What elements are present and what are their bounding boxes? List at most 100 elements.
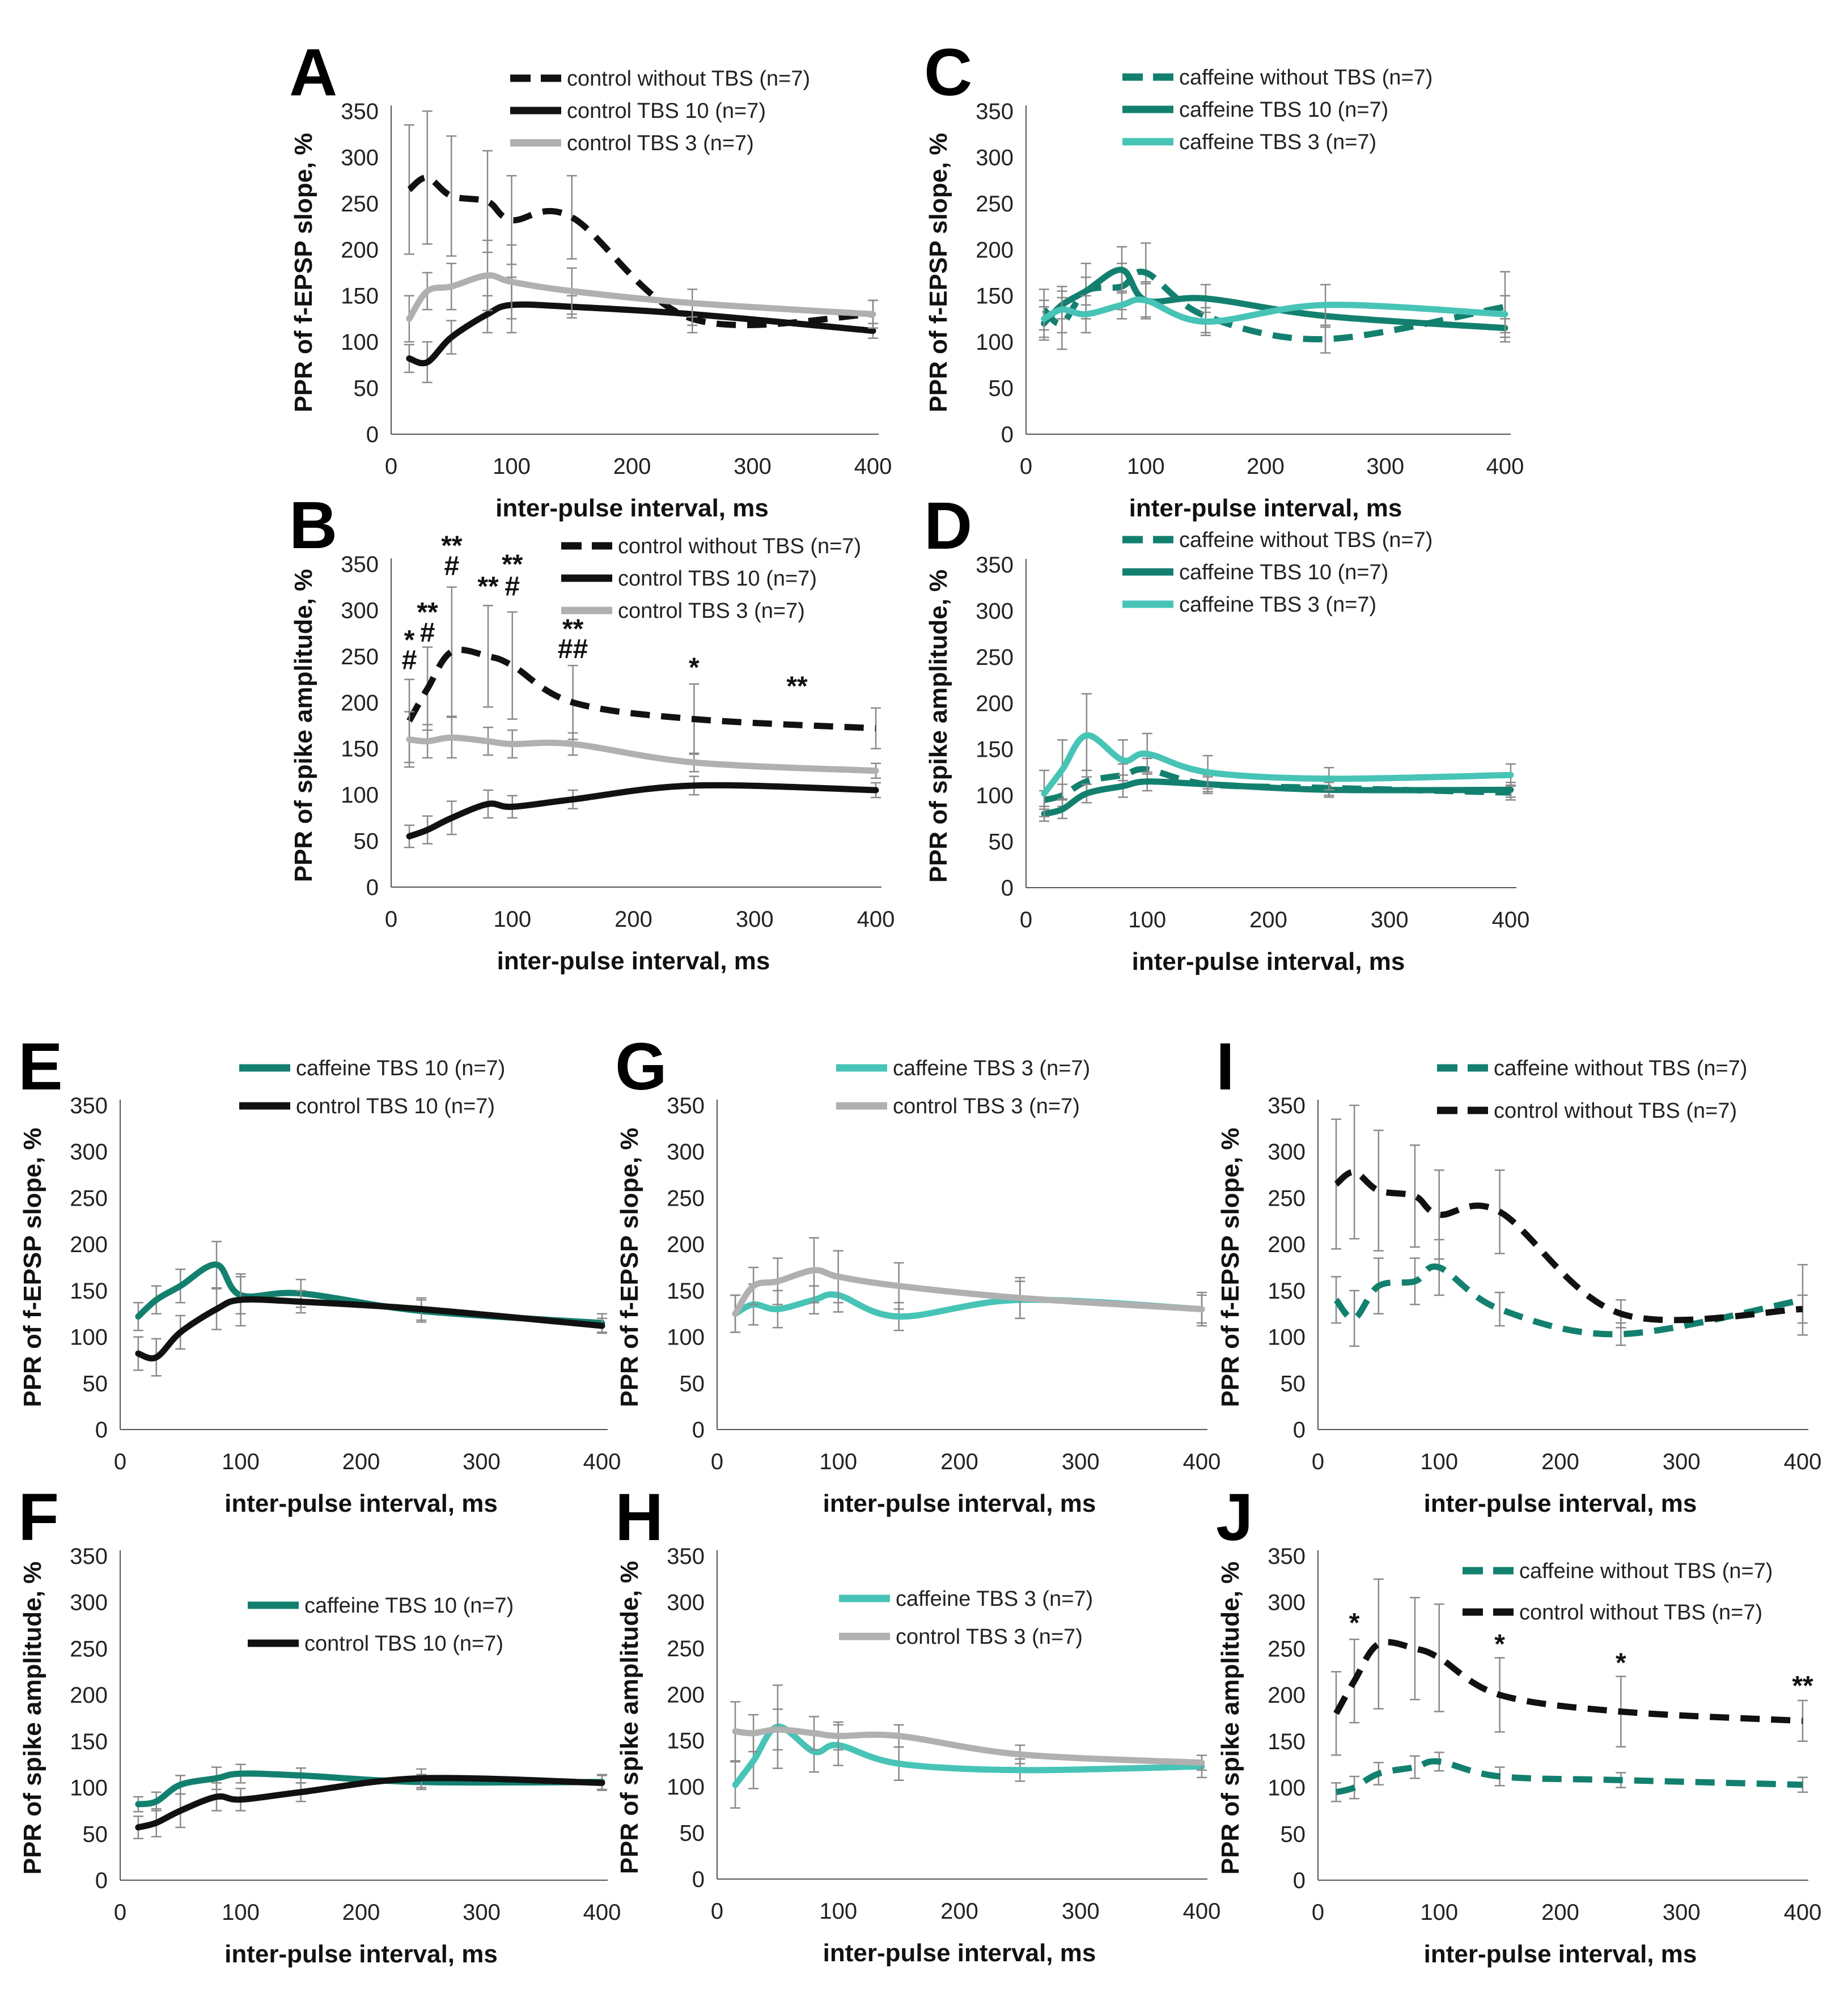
series-line [406, 782, 879, 839]
legend-label: caffeine TBS 10 (n=7) [296, 1057, 505, 1080]
y-tick-label: 0 [1293, 1418, 1306, 1443]
x-axis-title: inter-pulse interval, ms [495, 494, 769, 522]
series-0 [1331, 1239, 1808, 1347]
panel-f-label: F [18, 1480, 59, 1555]
series-line [1041, 778, 1514, 817]
y-tick-label: 200 [976, 238, 1014, 262]
significance-mark: # [420, 618, 435, 648]
x-tick-label: 300 [463, 1449, 501, 1474]
legend-label: control TBS 3 (n=7) [618, 599, 805, 623]
y-tick-label: 50 [1281, 1822, 1306, 1847]
legend: caffeine TBS 3 (n=7) control TBS 3 (n=7) [839, 1587, 1093, 1649]
x-tick-label: 100 [1127, 454, 1165, 479]
y-tick-label: 200 [667, 1682, 705, 1707]
y-tick-label: 350 [1268, 1544, 1306, 1569]
series-1 [404, 276, 878, 384]
series-line [135, 1296, 605, 1362]
y-tick-label: 100 [341, 783, 379, 808]
x-tick-label: 400 [1784, 1900, 1822, 1925]
series-line [135, 1770, 605, 1808]
x-axis-title: inter-pulse interval, ms [1132, 948, 1405, 976]
legend-label: caffeine without TBS (n=7) [1179, 66, 1432, 90]
significance-mark: * [404, 625, 415, 655]
significance-mark: ** [1792, 1671, 1813, 1701]
x-tick-label: 0 [1312, 1900, 1324, 1925]
significance-mark: # [505, 571, 520, 601]
y-tick-label: 50 [83, 1822, 108, 1847]
panel-g: G 0 50 100 150 200 250 300 350 0 100 200 300 400 inter… [615, 1029, 1220, 1517]
series-line [406, 301, 876, 367]
y-tick-label: 100 [667, 1775, 705, 1800]
x-tick-label: 200 [1541, 1900, 1579, 1925]
y-tick-label: 0 [692, 1867, 705, 1892]
significance-mark: ## [558, 634, 588, 664]
y-axis-title: PPR of spike amplitude, % [925, 570, 952, 883]
x-tick-label: 100 [1420, 1449, 1458, 1474]
legend: caffeine without TBS (n=7) control withou… [1437, 1057, 1747, 1123]
series-line [732, 1723, 1205, 1788]
x-tick-label: 300 [1062, 1899, 1100, 1924]
y-axis-title: PPR of spike amplitude, % [1217, 1562, 1244, 1875]
legend-label: control TBS 3 (n=7) [893, 1095, 1080, 1118]
significance-mark: * [1349, 1608, 1360, 1638]
x-tick-label: 300 [1062, 1449, 1100, 1474]
x-tick-label: 200 [613, 454, 651, 479]
y-tick-label: 350 [1268, 1093, 1306, 1118]
y-tick-label: 200 [70, 1683, 108, 1708]
y-tick-label: 0 [95, 1418, 108, 1443]
y-tick-label: 300 [70, 1140, 108, 1165]
y-tick-label: 350 [70, 1544, 108, 1569]
y-tick-label: 250 [667, 1636, 705, 1661]
panel-f: F 0 50 100 150 200 250 300 350 0 100 200 300 400 inter… [18, 1480, 621, 1968]
y-tick-label: 300 [70, 1591, 108, 1615]
x-tick-label: 300 [1663, 1900, 1701, 1925]
y-tick-label: 100 [976, 783, 1014, 808]
series-line [135, 1775, 605, 1831]
legend-label: control TBS 3 (n=7) [567, 132, 754, 155]
panel-i: I 0 50 100 150 200 250 300 350 0 100 200 300 400 inter… [1216, 1029, 1821, 1517]
series-line [406, 734, 879, 774]
x-tick-label: 0 [711, 1449, 723, 1474]
x-tick-label: 0 [385, 907, 397, 932]
y-tick-label: 250 [667, 1186, 705, 1211]
y-tick-label: 250 [976, 645, 1014, 670]
x-tick-label: 400 [1492, 907, 1530, 932]
legend-label: caffeine TBS 3 (n=7) [893, 1057, 1090, 1080]
x-tick-label: 300 [734, 454, 772, 479]
x-tick-label: 100 [1128, 907, 1166, 932]
series-1 [133, 1273, 607, 1377]
series-0 [1331, 1751, 1808, 1803]
y-tick-label: 0 [1293, 1868, 1306, 1893]
series-line [1333, 1639, 1803, 1724]
x-tick-label: 100 [819, 1899, 857, 1924]
y-tick-label: 150 [341, 284, 379, 309]
series-0 [133, 1763, 607, 1813]
y-tick-label: 100 [70, 1776, 108, 1801]
x-tick-label: 400 [854, 454, 892, 479]
x-tick-label: 200 [614, 907, 652, 932]
y-tick-label: 100 [667, 1325, 705, 1350]
y-tick-label: 150 [1268, 1279, 1306, 1304]
legend-label: caffeine without TBS (n=7) [1519, 1559, 1773, 1583]
series-line [407, 174, 874, 328]
y-tick-label: 100 [341, 330, 379, 355]
y-tick-label: 300 [1268, 1140, 1306, 1165]
panel-d-label: D [924, 489, 972, 563]
x-tick-label: 400 [583, 1900, 621, 1925]
x-tick-label: 200 [940, 1449, 978, 1474]
panel-b-label: B [289, 488, 337, 563]
legend-label: control TBS 10 (n=7) [296, 1095, 495, 1118]
y-tick-label: 50 [989, 376, 1014, 401]
panel-g-label: G [615, 1029, 667, 1104]
y-tick-label: 250 [70, 1636, 108, 1661]
x-tick-label: 100 [222, 1900, 260, 1925]
legend: caffeine TBS 3 (n=7) control TBS 3 (n=7) [836, 1057, 1090, 1118]
series-0 [404, 110, 878, 334]
x-tick-label: 100 [1420, 1900, 1458, 1925]
series-1 [730, 1701, 1207, 1771]
series-1 [404, 775, 881, 849]
significance-mark: * [689, 653, 700, 683]
legend-label: control TBS 10 (n=7) [304, 1632, 503, 1656]
y-tick-label: 200 [70, 1232, 108, 1257]
x-tick-label: 0 [114, 1449, 126, 1474]
